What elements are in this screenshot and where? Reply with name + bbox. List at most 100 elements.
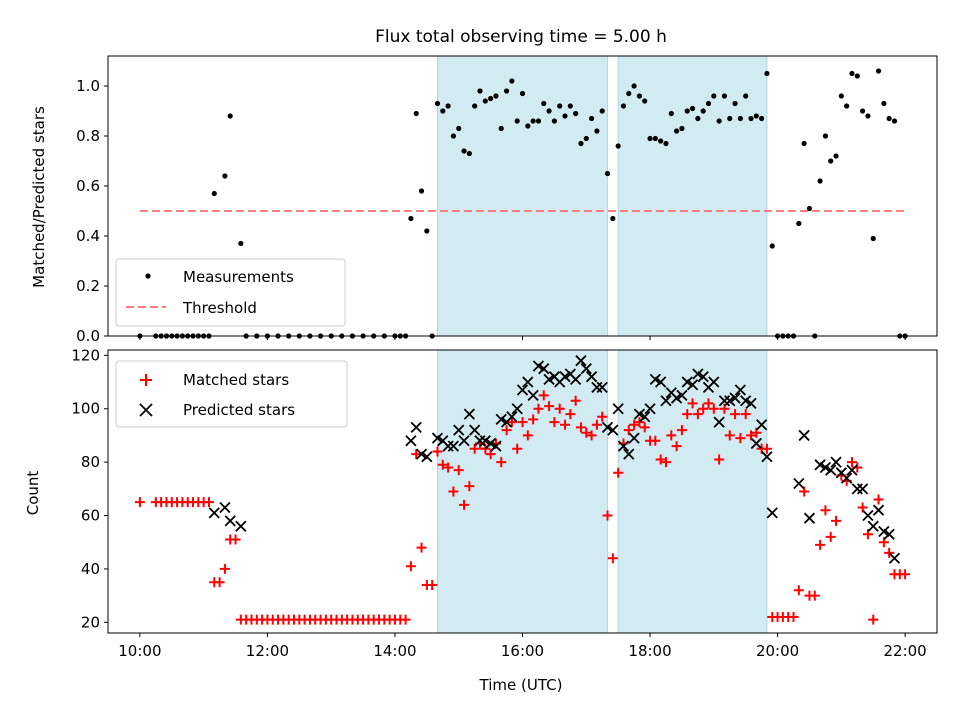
predicted-star-point — [469, 424, 481, 436]
measurement-point — [514, 118, 520, 124]
matched-star-point — [501, 425, 512, 436]
predicted-star-point — [878, 525, 890, 538]
measurement-point — [833, 153, 839, 159]
matched-star-point — [676, 425, 687, 436]
measurement-point — [700, 108, 706, 114]
predicted-star-point — [825, 464, 837, 476]
measurement-point — [615, 143, 621, 149]
matched-star-point — [714, 454, 725, 465]
top-y-tick-label: 1.0 — [76, 77, 100, 95]
x-tick-label: 10:00 — [118, 642, 161, 660]
measurement-point — [434, 100, 441, 107]
predicted-star-point — [612, 403, 624, 415]
matched-star-point — [506, 417, 517, 428]
measurement-point — [801, 140, 807, 147]
matched-star-point — [613, 467, 624, 478]
measurement-point — [721, 93, 728, 99]
predicted-star-point — [575, 355, 587, 367]
measurement-point — [658, 138, 664, 144]
measurement-point — [573, 110, 579, 117]
matched-star-point — [517, 417, 528, 428]
predicted-star-point — [766, 507, 778, 519]
measurement-point — [881, 100, 887, 107]
bottom-shaded-interval-2 — [617, 349, 768, 634]
measurement-point — [413, 110, 419, 117]
legend-measurements-marker — [145, 273, 151, 279]
matched-star-point — [735, 433, 746, 444]
top-shaded-intervals — [436, 55, 768, 337]
predicted-star-point — [532, 360, 545, 372]
measurement-point — [838, 93, 844, 99]
matched-star-point — [900, 569, 911, 580]
predicted-star-point — [522, 376, 534, 388]
bottom-legend-box — [115, 360, 348, 428]
legend-predicted-label: Predicted stars — [183, 401, 295, 419]
predicted-star-point — [516, 384, 529, 396]
predicted-star-point — [585, 371, 598, 383]
predicted-star-point — [644, 403, 656, 415]
measurement-point — [509, 78, 515, 84]
matched-star-point — [544, 401, 555, 412]
matched-star-point — [400, 614, 411, 625]
measurement-point — [588, 115, 595, 122]
predicted-star-point — [442, 440, 454, 452]
predicted-star-point — [686, 379, 699, 391]
predicted-star-point — [447, 440, 460, 452]
predicted-star-point — [856, 483, 869, 495]
predicted-star-point — [830, 456, 842, 468]
predicted-star-point — [601, 421, 614, 434]
measurement-point — [551, 118, 557, 124]
measurement-point — [535, 118, 542, 124]
matched-star-point — [591, 419, 602, 430]
predicted-star-point — [803, 512, 816, 524]
predicted-star-point — [883, 528, 895, 540]
matched-star-point — [230, 534, 241, 545]
predicted-star-point — [846, 464, 858, 476]
bottom-shaded-intervals — [436, 349, 768, 634]
matched-star-point — [203, 497, 214, 508]
predicted-star-point — [543, 373, 555, 386]
measurement-point — [849, 70, 855, 77]
measurement-point — [652, 135, 658, 142]
top-y-tick-label: 0.0 — [76, 327, 100, 345]
predicted-star-point — [495, 413, 507, 426]
axes: 10:00 12:00 14:00 16:00 18:00 20:00 22:00 0.0 0.… — [71, 55, 938, 660]
measurement-point — [769, 243, 775, 249]
predicted-star-point — [793, 477, 805, 490]
measurement-point — [636, 93, 643, 99]
predicted-star-point — [506, 411, 518, 423]
predicted-star-point — [474, 435, 486, 447]
predicted-star-point — [729, 392, 741, 404]
predicted-star-point — [755, 419, 768, 431]
legends: Measurements Threshold Matched stars Predic… — [115, 258, 348, 428]
bottom-y-tick-label: 60 — [81, 507, 100, 525]
x-tick-label: 16:00 — [501, 642, 544, 660]
measurement-point — [817, 178, 823, 184]
measurement-point — [610, 215, 616, 222]
predicted-star-point — [490, 440, 502, 452]
matched-star-point — [496, 457, 507, 468]
measurement-point — [727, 115, 733, 122]
measurement-point — [891, 118, 898, 124]
matched-star-point — [597, 411, 608, 422]
matched-star-point — [219, 563, 230, 574]
predicted-star-point — [235, 520, 247, 532]
matched-star-point — [884, 547, 895, 558]
top-y-axis-label: Matched/Predicted stars — [30, 106, 48, 288]
matched-star-point — [522, 430, 533, 441]
matched-star-point — [671, 441, 682, 452]
measurement-point — [546, 108, 552, 114]
measurement-point — [472, 103, 478, 109]
measurement-point — [753, 113, 759, 119]
matched-star-point — [634, 417, 645, 428]
measurement-point — [477, 88, 483, 94]
measurement-point — [806, 205, 813, 212]
predicted-star-point — [527, 389, 539, 402]
bottom-shaded-interval-1 — [436, 349, 609, 634]
predicted-star-point — [867, 520, 879, 532]
matched-star-point — [554, 403, 565, 414]
bottom-y-tick-label: 120 — [71, 346, 100, 364]
matched-star-point — [820, 505, 831, 516]
measurement-point — [456, 125, 462, 132]
measurement-point — [748, 115, 754, 122]
